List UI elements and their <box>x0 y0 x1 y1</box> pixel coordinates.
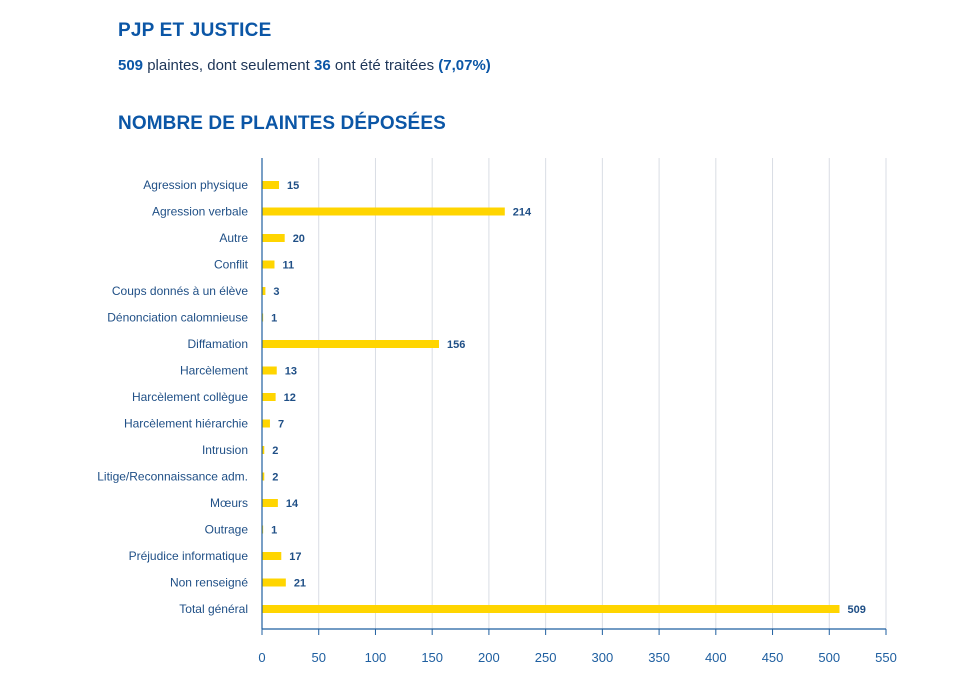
summary-treated-count: 36 <box>313 57 331 74</box>
value-label: 13 <box>285 366 297 378</box>
value-label: 21 <box>294 578 306 590</box>
value-label: 2 <box>272 472 278 484</box>
x-tick-label: 0 <box>258 650 265 665</box>
axes: 0 50 100 150 200 250 300 350 400 450 500 550 <box>258 158 897 665</box>
category-label: Mœurs <box>210 496 248 510</box>
bar-agression-verbale <box>262 207 505 216</box>
value-label: 15 <box>287 180 299 192</box>
value-label: 12 <box>284 392 296 404</box>
grid-lines <box>318 158 887 629</box>
bar-litige-reconnaissance-adm <box>262 472 265 481</box>
category-label: Intrusion <box>202 443 248 457</box>
category-label: Conflit <box>214 258 249 272</box>
value-label: 214 <box>513 207 532 219</box>
bar-autre <box>262 234 285 242</box>
category-labels: Agression physique Agression verbale Autre… <box>97 178 248 616</box>
x-tick-label: 450 <box>762 650 784 665</box>
bars <box>262 181 840 613</box>
bar-diffamation <box>262 340 439 348</box>
bar-prejudice-informatique <box>262 552 282 560</box>
x-tick-label: 500 <box>818 650 840 665</box>
x-tick-label: 300 <box>592 650 614 665</box>
bar-conflit <box>262 260 275 269</box>
category-label: Dénonciation calomnieuse <box>107 311 248 325</box>
value-label: 2 <box>272 445 278 457</box>
category-label: Agression verbale <box>152 205 248 219</box>
chart-title: NOMBRE DE PLAINTES DÉPOSÉES <box>118 113 446 134</box>
x-tick-label: 250 <box>535 650 557 665</box>
page-title: PJP ET JUSTICE <box>118 20 272 41</box>
bar-total-general <box>262 605 840 613</box>
category-label: Préjudice informatique <box>129 549 249 563</box>
value-label: 17 <box>289 551 301 563</box>
x-tick-label: 350 <box>648 650 670 665</box>
value-label: 7 <box>278 419 284 431</box>
category-label: Outrage <box>205 523 249 537</box>
x-tick-label: 550 <box>875 650 897 665</box>
value-label: 20 <box>293 233 305 245</box>
value-label: 1 <box>271 313 277 325</box>
bar-harcelement <box>262 366 277 375</box>
category-label: Litige/Reconnaissance adm. <box>97 470 248 484</box>
summary-line: 509 plaintes, dont seulement 36 ont été … <box>118 57 491 74</box>
summary-text-2: ont été traitées <box>330 57 439 74</box>
value-label: 11 <box>282 260 294 272</box>
value-label: 509 <box>847 604 865 616</box>
bar-harcelement-hierarchie <box>262 419 270 428</box>
summary-total-count: 509 <box>118 57 144 74</box>
category-label: Autre <box>219 231 248 245</box>
category-label: Coups donnés à un élève <box>112 284 248 298</box>
category-label: Total général <box>179 602 248 616</box>
bar-harcelement-collegue <box>262 393 276 401</box>
value-label: 3 <box>273 286 279 298</box>
category-label: Harcèlement <box>180 364 249 378</box>
bar-intrusion <box>262 446 265 454</box>
bar-agression-physique <box>262 181 280 189</box>
category-label: Non renseigné <box>170 576 248 590</box>
summary-ratio: (7,07%) <box>438 57 491 74</box>
category-label: Diffamation <box>188 337 248 351</box>
x-tick-label: 150 <box>421 650 443 665</box>
category-label: Agression physique <box>143 178 248 192</box>
value-label: 14 <box>286 498 299 510</box>
summary-text-1: plaintes, dont seulement <box>143 57 314 74</box>
x-tick-label: 400 <box>705 650 727 665</box>
bar-non-renseigne <box>262 578 286 587</box>
bar-coups-donnes-a-un-eleve <box>262 287 266 295</box>
x-tick-label: 200 <box>478 650 500 665</box>
category-label: Harcèlement hiérarchie <box>124 417 248 431</box>
x-tick-label: 100 <box>365 650 387 665</box>
x-tick-label: 50 <box>311 650 325 665</box>
category-label: Harcèlement collègue <box>132 390 248 404</box>
value-label: 156 <box>447 339 465 351</box>
bar-moeurs <box>262 499 278 507</box>
value-label: 1 <box>271 525 277 537</box>
